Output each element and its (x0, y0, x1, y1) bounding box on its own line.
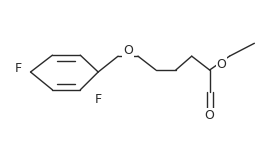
Text: F: F (15, 61, 22, 75)
Text: O: O (123, 44, 133, 57)
Text: O: O (205, 109, 215, 122)
Text: F: F (94, 93, 102, 106)
Text: O: O (217, 58, 227, 71)
